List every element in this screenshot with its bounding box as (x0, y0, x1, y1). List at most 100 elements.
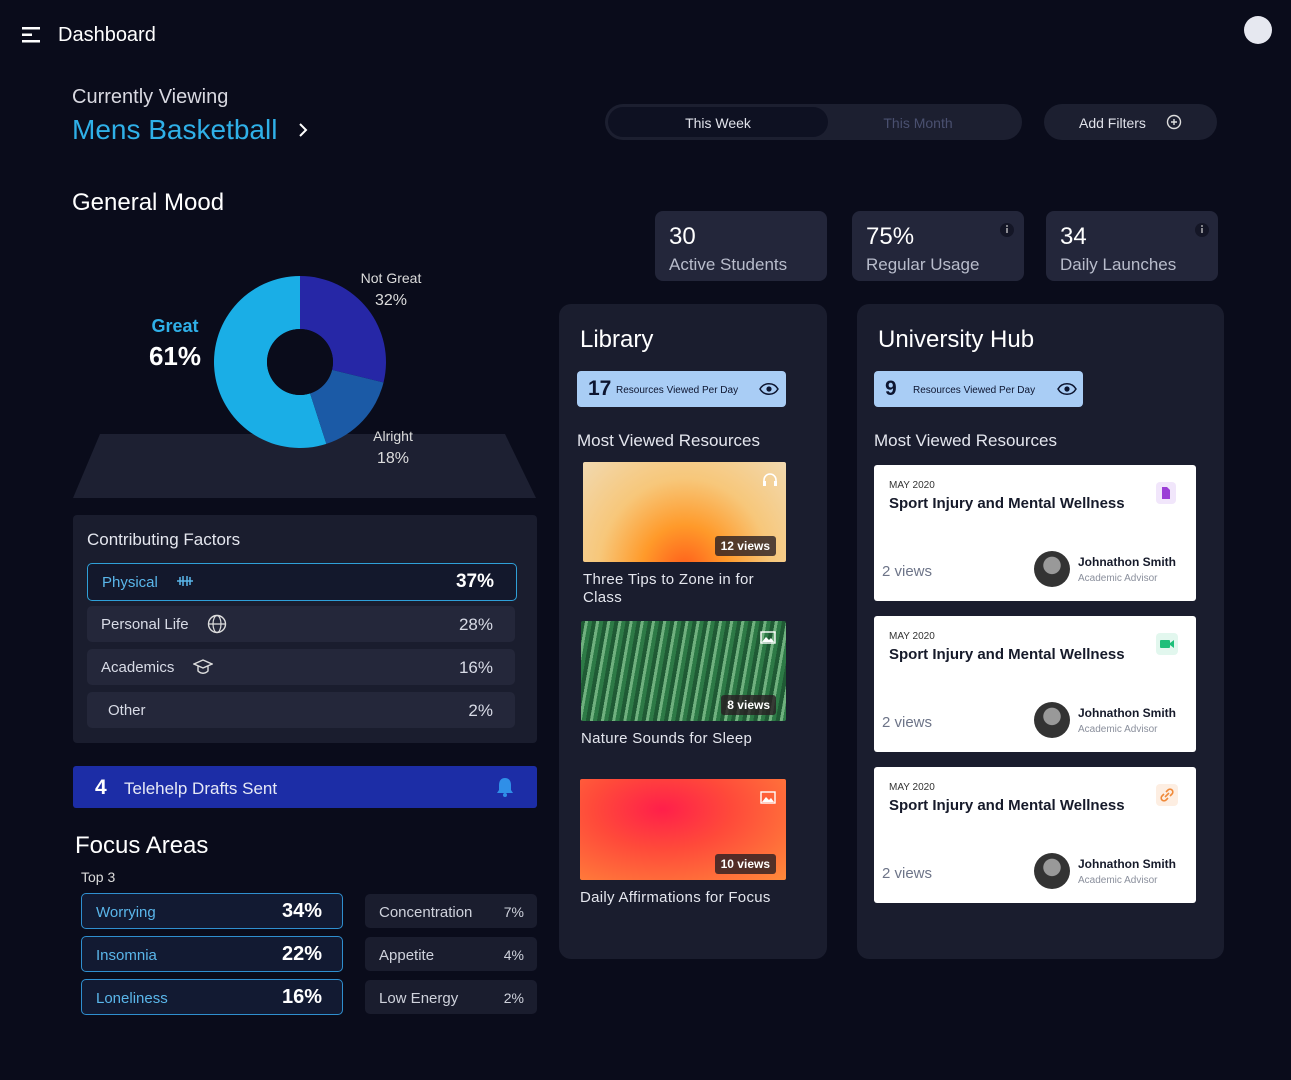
pie-label: Alright (373, 428, 413, 444)
hub-resource-card[interactable]: MAY 2020 Sport Injury and Mental Wellness… (874, 465, 1196, 601)
resource-title: Sport Injury and Mental Wellness (889, 646, 1125, 663)
factor-value: 2% (468, 701, 493, 720)
factor-row[interactable]: Physical 37% (87, 563, 517, 601)
stat-card: 30 Active Students (655, 211, 827, 281)
period-tabs: This Week This Month (605, 104, 1022, 140)
card-title: University Hub (878, 326, 1035, 353)
stat-label: Active Students (669, 255, 788, 274)
badge-count: 17 (588, 377, 612, 400)
focus-row[interactable]: Appetite 4% (365, 937, 537, 971)
focus-name: Appetite (379, 947, 435, 964)
pie-slice (213, 276, 327, 448)
user-avatar[interactable] (1244, 16, 1272, 44)
advisor-role: Academic Advisor (1078, 875, 1158, 886)
stat-value: 34 (1060, 223, 1087, 250)
pie-slice (300, 276, 387, 383)
pie-label: Not Great (361, 270, 422, 286)
focus-value: 2% (503, 990, 524, 1006)
plus-icon (1166, 114, 1182, 130)
views-tag: 10 views (714, 854, 776, 874)
resource-date: MAY 2020 (889, 480, 935, 491)
focus-name: Concentration (379, 904, 473, 921)
page-title: Dashboard (58, 24, 156, 46)
cap-icon (193, 659, 213, 674)
focus-value: 16% (281, 986, 322, 1008)
focus-value: 34% (281, 900, 322, 922)
info-icon[interactable] (1194, 222, 1210, 238)
stat-label: Regular Usage (866, 255, 980, 274)
views-tag: 12 views (714, 536, 776, 556)
tab-active[interactable] (608, 107, 828, 137)
factor-value: 16% (458, 658, 493, 677)
resource-date: MAY 2020 (889, 631, 935, 642)
telehelp-count: 4 (95, 776, 107, 799)
section-title: Focus Areas (75, 832, 209, 859)
team-name[interactable]: Mens Basketball (72, 114, 278, 145)
resource-title: Sport Injury and Mental Wellness (889, 797, 1125, 814)
stat-value: 30 (669, 223, 696, 250)
factor-name: Physical (102, 574, 158, 591)
advisor-name: Johnathon Smith (1078, 706, 1176, 720)
factor-row[interactable]: Academics 16% (87, 649, 515, 685)
tab-label[interactable]: This Month (883, 115, 953, 131)
hub-resource-card[interactable]: MAY 2020 Sport Injury and Mental Wellness… (874, 616, 1196, 752)
factor-value: 37% (455, 571, 494, 592)
pie-value: 18% (377, 450, 409, 467)
info-icon[interactable] (999, 222, 1015, 238)
tab-label[interactable]: This Week (685, 115, 751, 131)
section-title: General Mood (72, 189, 225, 216)
resource-image[interactable]: 12 views (583, 462, 786, 562)
card-title: Contributing Factors (87, 530, 241, 549)
resource-date: MAY 2020 (889, 782, 935, 793)
advisor-photo (1034, 702, 1070, 738)
filters-label[interactable]: Add Filters (1079, 115, 1146, 131)
factor-row[interactable]: Personal Life 28% (87, 606, 515, 642)
views-tag: 8 views (721, 695, 776, 715)
factor-name: Other (108, 702, 146, 719)
resource-title[interactable]: Daily Affirmations for Focus (580, 889, 771, 906)
card-title: Library (580, 326, 654, 353)
badge-label: Resources Viewed Per Day (616, 385, 739, 396)
advisor-photo (1034, 853, 1070, 889)
stat-card: 75% Regular Usage (852, 211, 1024, 281)
eye-icon[interactable] (1057, 381, 1077, 397)
image-icon (760, 631, 776, 644)
dumbbell-icon (177, 576, 193, 586)
resource-image[interactable]: 10 views (580, 779, 786, 880)
advisor-photo (1034, 551, 1070, 587)
menu-icon[interactable] (22, 27, 42, 43)
focus-name: Loneliness (96, 990, 168, 1007)
factor-row[interactable]: Other 2% (87, 692, 515, 728)
focus-value: 7% (503, 904, 524, 920)
focus-row[interactable]: Loneliness 16% (81, 979, 343, 1015)
advisor-name: Johnathon Smith (1078, 555, 1176, 569)
stat-card: 34 Daily Launches (1046, 211, 1218, 281)
telehelp-bar[interactable]: 4 Telehelp Drafts Sent (73, 766, 537, 808)
chevron[interactable] (297, 122, 309, 138)
focus-row[interactable]: Low Energy 2% (365, 980, 537, 1014)
viewing-label: Currently Viewing (72, 86, 229, 108)
section-title: Most Viewed Resources (577, 431, 760, 450)
focus-row[interactable]: Concentration 7% (365, 894, 537, 928)
image-icon (760, 791, 776, 804)
resource-title[interactable]: Nature Sounds for Sleep (581, 730, 753, 747)
resource-title: Sport Injury and Mental Wellness (889, 495, 1125, 512)
advisor-name: Johnathon Smith (1078, 857, 1176, 871)
filters-button[interactable]: Add Filters (1044, 104, 1217, 140)
stat-label: Daily Launches (1060, 255, 1177, 274)
eye-icon[interactable] (759, 381, 779, 397)
views-count: 2 views (882, 563, 933, 580)
hub-resource-card[interactable]: MAY 2020 Sport Injury and Mental Wellness… (874, 767, 1196, 903)
section-subtitle: Top 3 (81, 869, 116, 885)
focus-row[interactable]: Insomnia 22% (81, 936, 343, 972)
resource-title[interactable]: Three Tips to Zone in for Class (583, 571, 754, 606)
focus-row[interactable]: Worrying 34% (81, 893, 343, 929)
pie-value: 61% (149, 341, 201, 371)
focus-name: Worrying (96, 904, 156, 921)
views-badge: 9 Resources Viewed Per Day (874, 371, 1083, 407)
headphones-icon (763, 473, 777, 486)
badge-label: Resources Viewed Per Day (913, 385, 1036, 396)
resource-image[interactable]: 8 views (581, 621, 786, 721)
stat-value: 75% (866, 223, 915, 250)
